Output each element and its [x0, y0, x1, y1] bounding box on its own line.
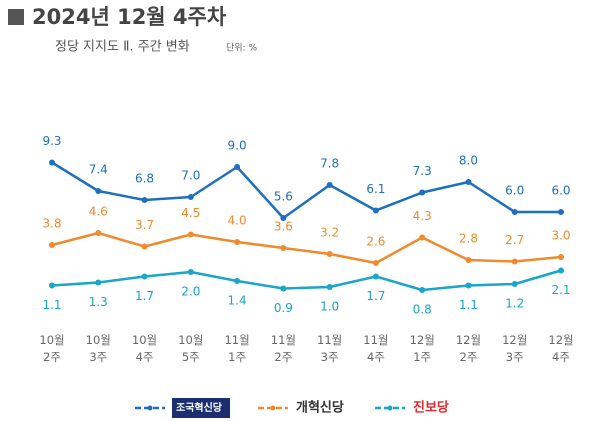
data-point [326, 284, 333, 290]
data-label: 9.3 [42, 134, 61, 148]
legend-label: 개혁신당 [296, 400, 344, 416]
x-tick-label: 11월 2주 [271, 333, 296, 364]
legend-dot [147, 405, 153, 411]
data-label: 1.0 [320, 300, 339, 314]
series-line [51, 161, 561, 220]
data-label: 1.3 [89, 295, 108, 309]
x-tick-label: 10월 3주 [86, 333, 111, 364]
data-point [558, 267, 564, 274]
series-line [51, 269, 562, 292]
data-label: 6.8 [135, 172, 154, 186]
data-point [49, 282, 55, 289]
data-label: 1.1 [42, 298, 61, 312]
series-line [51, 231, 562, 265]
data-label: 9.0 [228, 139, 247, 153]
data-point [558, 254, 564, 260]
data-label: 1.4 [228, 294, 247, 308]
data-label: 3.0 [551, 229, 570, 243]
data-label: 5.6 [274, 190, 293, 204]
x-tick-label: 11월 4주 [363, 333, 388, 364]
data-label: 1.7 [135, 289, 154, 303]
data-point [95, 188, 102, 194]
data-label: 8.0 [459, 154, 478, 168]
data-point [187, 231, 194, 238]
x-tick-label: 12월 4주 [548, 333, 573, 364]
data-point [187, 194, 194, 200]
data-point [234, 164, 241, 170]
chart-subtitle: 정당 지지도 Ⅱ. 주간 변화 [55, 40, 190, 55]
data-point [141, 197, 148, 203]
legend-dot [387, 405, 393, 411]
data-point [326, 251, 333, 257]
data-label: 2.7 [505, 233, 524, 247]
data-point [49, 242, 55, 248]
data-label: 0.9 [274, 301, 293, 315]
title-icon [8, 9, 24, 25]
data-label: 1.1 [459, 298, 478, 312]
data-point [187, 269, 194, 275]
data-label: 4.3 [413, 209, 432, 223]
data-label: 7.8 [320, 157, 339, 171]
data-label: 2.0 [181, 285, 200, 299]
data-point [234, 239, 241, 245]
legend-label: 조국혁신당 [176, 401, 223, 414]
data-point [95, 279, 102, 286]
data-point [465, 282, 472, 289]
data-label: 3.7 [135, 218, 154, 232]
data-point [511, 258, 518, 265]
x-tick-label: 12월 3주 [502, 333, 527, 364]
data-label: 2.6 [366, 235, 385, 249]
data-point [95, 230, 102, 236]
data-label: 4.6 [89, 205, 108, 219]
data-label: 3.2 [320, 226, 339, 240]
data-label: 7.4 [89, 163, 108, 177]
x-tick-label: 10월 4주 [132, 333, 157, 364]
x-tick-label: 12월 2주 [456, 333, 481, 364]
data-point [465, 179, 472, 185]
data-label: 7.3 [413, 164, 432, 178]
data-label: 3.6 [274, 220, 293, 234]
x-tick-label: 11월 3주 [317, 333, 342, 364]
legend-badge [172, 398, 230, 418]
data-label: 6.0 [505, 184, 524, 198]
legend-label: 진보당 [413, 400, 449, 416]
data-point [280, 285, 287, 292]
data-label: 1.7 [366, 289, 385, 303]
data-point [558, 209, 564, 215]
unit-label: 단위: % [226, 43, 257, 54]
legend-dot [270, 405, 276, 411]
data-label: 6.1 [366, 182, 385, 196]
x-tick-label: 10월 5주 [178, 333, 203, 364]
data-point [326, 182, 333, 188]
x-tick-label: 10월 2주 [39, 333, 64, 364]
data-point [372, 260, 379, 266]
data-point [465, 257, 472, 263]
data-point [372, 273, 379, 280]
data-point [511, 281, 518, 287]
data-label: 7.0 [181, 169, 200, 183]
data-label: 4.5 [181, 206, 200, 220]
data-label: 4.0 [228, 214, 247, 228]
data-label: 6.0 [551, 184, 570, 198]
x-tick-label: 12월 1주 [410, 333, 435, 364]
data-point [280, 215, 287, 221]
data-point [280, 245, 287, 251]
data-point [419, 287, 426, 293]
data-point [141, 243, 148, 250]
x-tick-label: 11월 1주 [224, 333, 249, 364]
data-label: 0.8 [413, 303, 432, 317]
data-point [49, 159, 55, 166]
data-label: 2.8 [459, 232, 478, 246]
data-label: 3.8 [42, 217, 61, 231]
data-point [511, 209, 518, 215]
data-point [419, 189, 426, 196]
data-point [141, 273, 148, 280]
chart-title: 2024년 12월 4주차 [32, 5, 227, 29]
data-point [234, 278, 241, 284]
data-point [372, 207, 379, 214]
data-label: 2.1 [551, 283, 570, 297]
data-point [419, 234, 426, 241]
data-label: 1.2 [505, 297, 524, 311]
